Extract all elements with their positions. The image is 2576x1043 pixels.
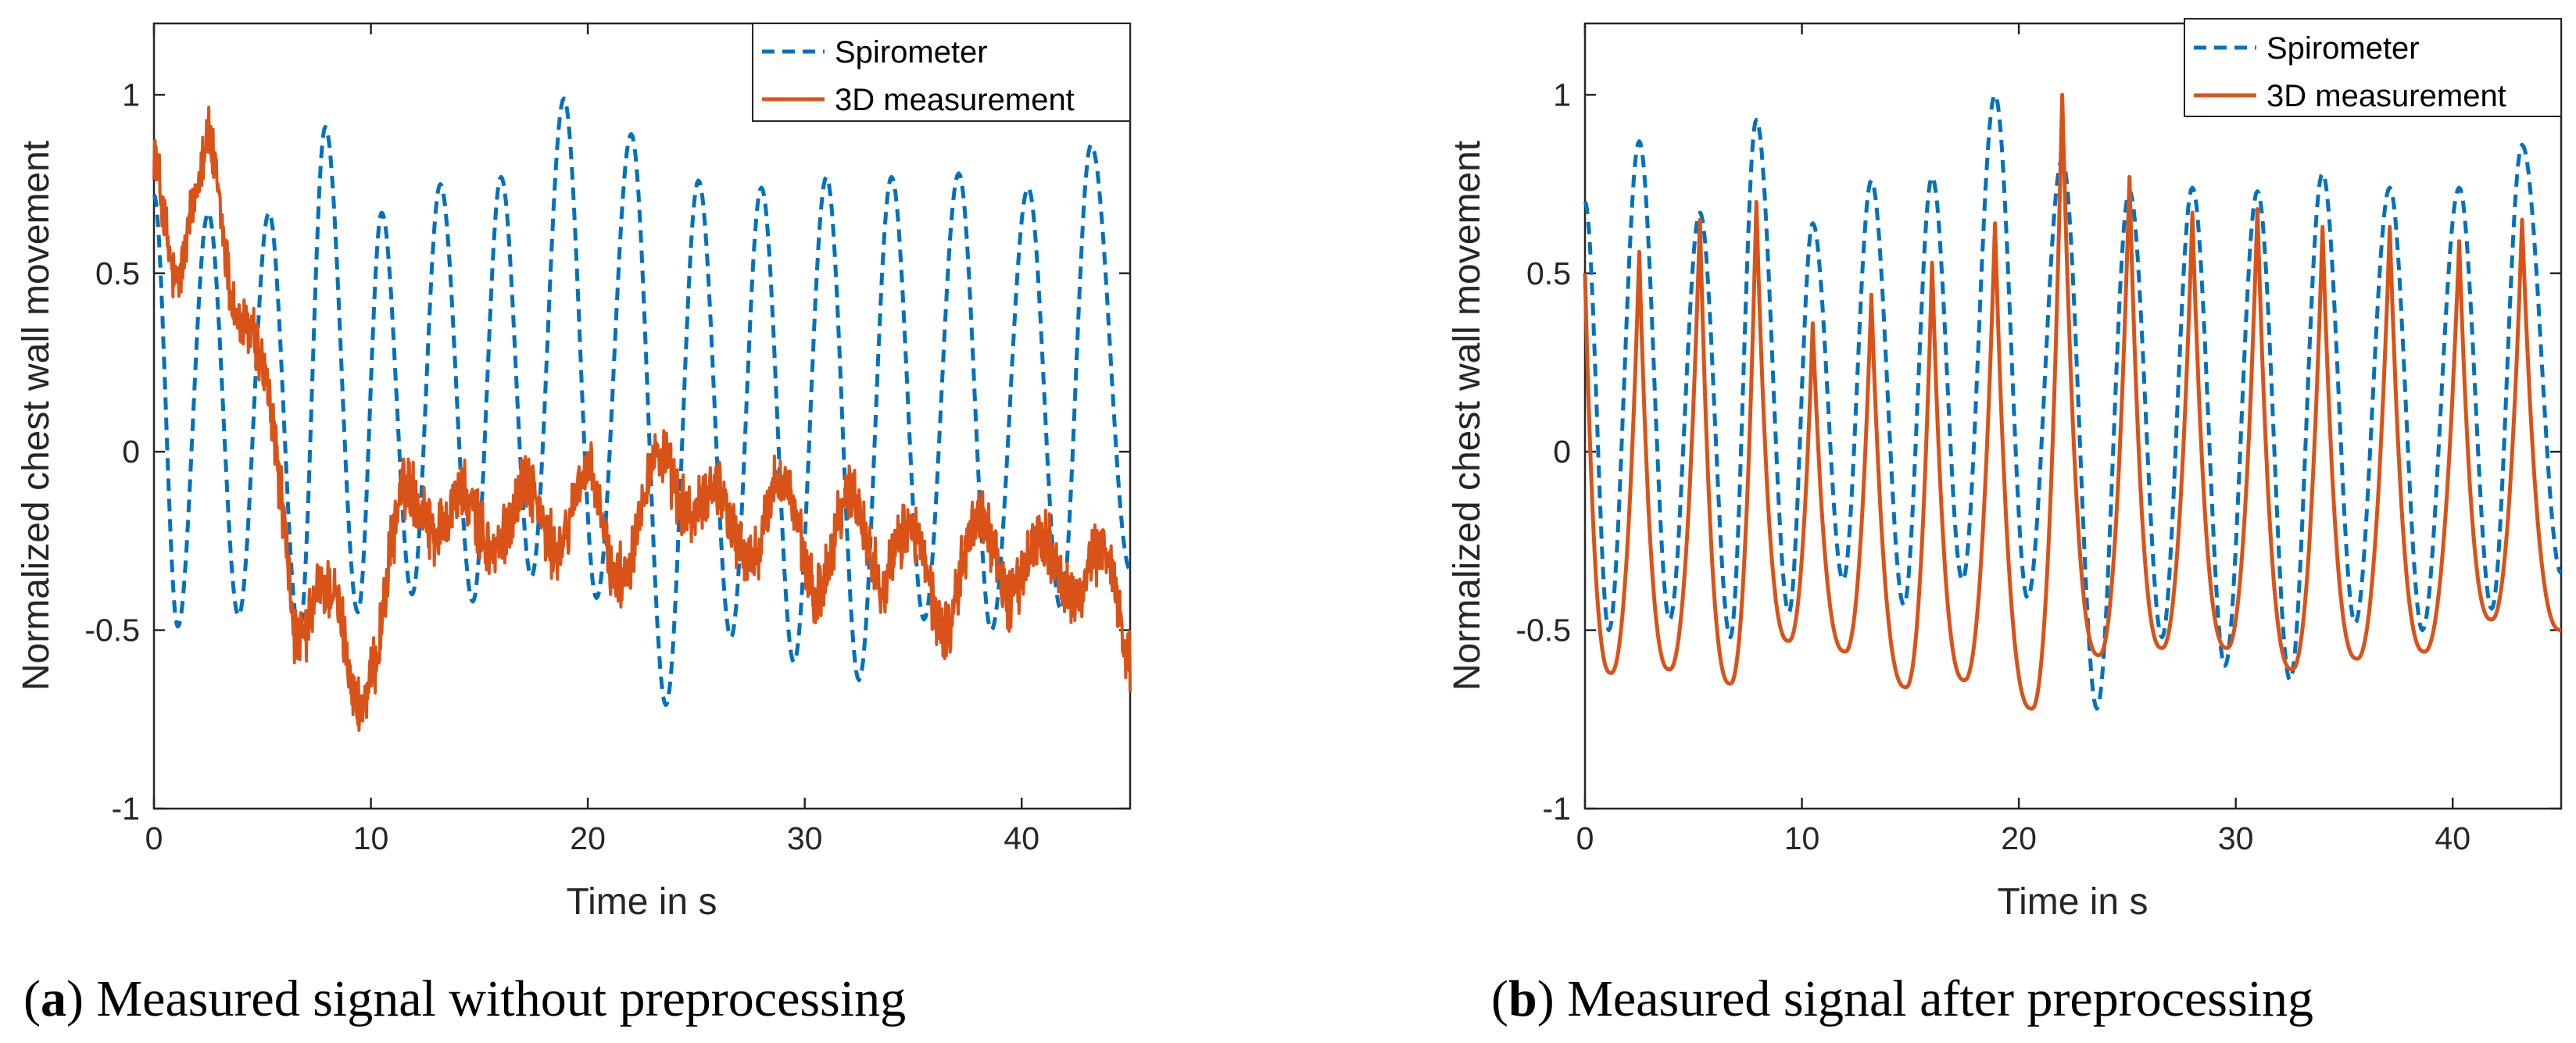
x-tick-label: 20 <box>2001 820 2037 856</box>
caption-letter-a: a <box>41 970 66 1027</box>
x-tick-label: 0 <box>1576 820 1594 856</box>
legend-a: Spirometer 3D measurement <box>752 23 1131 122</box>
caption-letter-b: b <box>1508 970 1537 1027</box>
x-tick-label: 0 <box>145 820 163 856</box>
series-lines-b <box>1583 92 2563 711</box>
x-tick-labels-b: 0 10 20 30 40 <box>1576 820 2470 856</box>
caption-a: (a) Measured signal without preprocessin… <box>23 970 906 1027</box>
y-tick-label: 0.5 <box>1526 255 1571 291</box>
y-tick-labels-a: -1 -0.5 0 0.5 1 <box>84 77 140 827</box>
caption-text-b: Measured signal after preprocessing <box>1555 970 2313 1027</box>
legend-box-b <box>2184 18 2562 117</box>
x-tick-label: 20 <box>570 820 606 856</box>
spirometer-line-a <box>152 96 1132 707</box>
caption-b: (b) Measured signal after preprocessing <box>1491 970 2313 1027</box>
y-tick-label: -1 <box>1543 791 1571 827</box>
legend-label-3d-b: 3D measurement <box>2267 79 2506 113</box>
x-axis-label-a: Time in s <box>567 881 717 923</box>
y-axis-label-b: Normalized chest wall movement <box>1447 141 1488 691</box>
y-tick-label: -1 <box>112 791 140 827</box>
x-axis-label-b: Time in s <box>1998 881 2148 923</box>
y-tick-label: 0 <box>122 434 140 470</box>
legend-label-spirometer-a: Spirometer <box>835 35 988 70</box>
y-tick-label: -0.5 <box>84 613 140 648</box>
x-tick-label: 30 <box>787 820 823 856</box>
x-tick-label: 10 <box>1784 820 1820 856</box>
x-tick-labels-a: 0 10 20 30 40 <box>145 820 1039 856</box>
measurement-line-b <box>1583 92 2562 711</box>
series-lines-a <box>152 96 1132 732</box>
x-tick-label: 40 <box>1004 820 1039 856</box>
chart-panel-a: 0 10 20 30 40 -1 -0.5 0 0.5 1 Time in s Normaliz… <box>16 22 1132 1027</box>
chart-panel-b: 0 10 20 30 40 -1 -0.5 0 0.5 1 Time in s Normaliz… <box>1447 18 2563 1027</box>
legend-label-spirometer-b: Spirometer <box>2267 31 2420 66</box>
legend-box-a <box>752 23 1131 122</box>
legend-label-3d-a: 3D measurement <box>835 83 1075 117</box>
y-tick-labels-b: -1 -0.5 0 0.5 1 <box>1515 77 1571 827</box>
y-tick-label: 1 <box>122 77 140 113</box>
plot-area-a <box>152 22 1132 810</box>
measurement-line-a <box>152 105 1132 732</box>
legend-b: Spirometer 3D measurement <box>2184 18 2562 117</box>
y-axis-label-a: Normalized chest wall movement <box>16 141 57 691</box>
y-tick-label: 1 <box>1553 77 1571 113</box>
x-tick-label: 30 <box>2218 820 2254 856</box>
y-tick-label: 0.5 <box>95 255 140 291</box>
x-tick-label: 40 <box>2435 820 2470 856</box>
caption-text-a: Measured signal without preprocessing <box>84 970 906 1027</box>
y-tick-label: -0.5 <box>1515 613 1571 648</box>
spirometer-line-b <box>1583 92 2563 711</box>
x-tick-label: 10 <box>353 820 389 856</box>
y-tick-label: 0 <box>1553 434 1571 470</box>
